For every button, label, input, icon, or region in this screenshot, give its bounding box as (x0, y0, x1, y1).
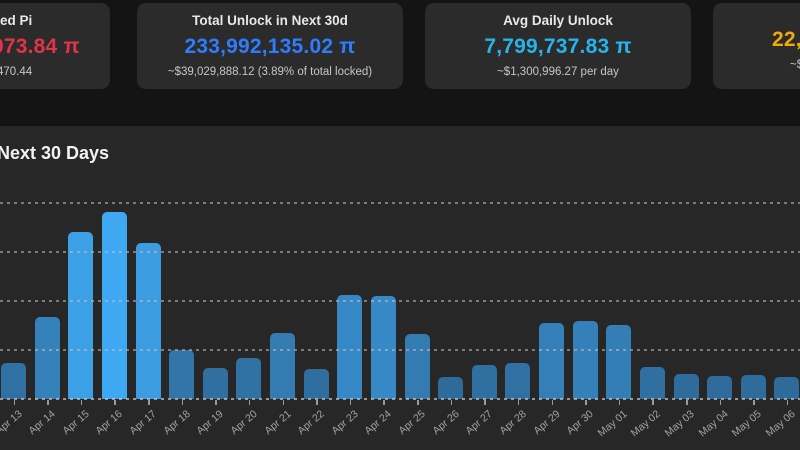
stat-card-value: 233,992,135.02 π (184, 35, 356, 58)
x-axis-label: Apr 28 (497, 408, 529, 438)
unlock-schedule-chart-panel: Next 30 Days Apr 13 Apr 14 Apr 15 Apr 16 Apr… (0, 126, 800, 450)
bar-apr-30[interactable] (572, 320, 598, 399)
bar-may-01[interactable] (606, 324, 632, 399)
bar-apr-15[interactable] (68, 232, 94, 399)
x-axis-label: Apr 14 (26, 408, 58, 438)
bar-apr-18[interactable] (169, 350, 195, 399)
bar-apr-26[interactable] (438, 377, 464, 399)
bar-apr-25[interactable] (404, 334, 430, 399)
x-axis-label: Apr 22 (295, 408, 327, 438)
x-axis-tick (484, 400, 486, 405)
x-axis-label: Apr 20 (228, 408, 260, 438)
x-axis-label: May 04 (696, 408, 731, 440)
x-axis-label: Apr 26 (429, 408, 462, 438)
x-axis-tick (114, 400, 116, 405)
x-axis-label: Apr 30 (564, 408, 596, 438)
x-axis-tick (80, 400, 83, 405)
gridline (0, 300, 800, 302)
x-axis-label: Apr 13 (0, 408, 25, 438)
stat-card-value: 073.84 π (0, 35, 80, 58)
x-axis-tick (47, 400, 49, 405)
stat-card-value: 7,799,737.83 π (484, 35, 632, 58)
stat-card-title: Total Unlock in Next 30d (192, 13, 348, 28)
x-axis-line (0, 398, 800, 400)
stat-card-subtext: 470.44 (0, 66, 33, 78)
gridline (0, 202, 800, 204)
bar-may-03[interactable] (673, 373, 699, 399)
x-axis-tick (383, 400, 385, 405)
x-axis-tick (215, 400, 217, 405)
x-axis-label: May 03 (662, 408, 697, 440)
x-axis-tick (282, 400, 285, 405)
stat-card-subtext: ~$39,029,888.12 (3.89% of total locked) (167, 66, 373, 78)
gridline (0, 349, 800, 351)
x-axis-tick (517, 400, 520, 405)
x-axis-label: May 05 (729, 408, 765, 440)
x-axis-tick (316, 400, 318, 405)
x-axis-tick (450, 400, 453, 405)
stat-card-subtext: ~$ (790, 58, 800, 71)
x-axis-tick (349, 400, 352, 405)
stat-card-locked-pi: ed Pi 073.84 π 470.44 (0, 3, 110, 89)
stat-card-value: 22, (772, 27, 800, 51)
x-axis-tick (181, 400, 184, 405)
x-axis-label: Apr 27 (463, 408, 496, 438)
stat-card-total-unlock-30d: Total Unlock in Next 30d 233,992,135.02 … (137, 3, 403, 89)
x-axis-label: Apr 16 (93, 408, 126, 438)
x-axis-label: May 01 (595, 408, 630, 440)
chart-title: Next 30 Days (0, 143, 110, 163)
x-axis-tick (753, 400, 755, 405)
x-axis-tick (585, 400, 587, 405)
x-axis-tick (686, 400, 688, 405)
x-axis-label: May 06 (763, 408, 798, 440)
bar-apr-16[interactable] (101, 211, 127, 399)
x-axis-tick (618, 400, 621, 405)
bar-apr-19[interactable] (202, 367, 228, 399)
x-axis-tick (148, 400, 150, 405)
bar-apr-17[interactable] (135, 243, 161, 399)
stat-card-avg-daily-unlock: Avg Daily Unlock 7,799,737.83 π ~$1,300,… (425, 3, 691, 89)
stat-card-subtext: ~$1,300,996.27 per day (497, 66, 619, 78)
x-axis-tick (13, 400, 15, 405)
bar-apr-27[interactable] (471, 364, 497, 399)
bar-may-04[interactable] (707, 376, 733, 399)
stat-card-title: Avg Daily Unlock (503, 13, 613, 28)
x-axis-tick (786, 400, 789, 405)
x-axis-label: Apr 25 (396, 408, 428, 438)
gridline (0, 251, 800, 253)
x-axis-label: Apr 23 (329, 408, 361, 438)
bar-may-06[interactable] (774, 377, 800, 399)
bar-apr-23[interactable] (337, 295, 363, 399)
x-axis-tick (551, 400, 554, 405)
stat-card-right-partial: 22, ~$ (713, 3, 800, 89)
bar-may-05[interactable] (740, 375, 766, 399)
x-axis-label: Apr 19 (194, 408, 226, 438)
x-axis-tick (248, 400, 251, 405)
bar-apr-20[interactable] (236, 357, 262, 399)
x-axis-tick (652, 400, 654, 405)
bar-may-02[interactable] (639, 366, 665, 399)
x-axis-label: Apr 29 (530, 408, 563, 438)
bar-apr-21[interactable] (270, 333, 296, 399)
x-axis-tick (417, 400, 419, 405)
x-axis-label: Apr 18 (160, 408, 193, 438)
bar-apr-28[interactable] (505, 362, 531, 399)
bar-apr-24[interactable] (370, 296, 396, 399)
bar-apr-29[interactable] (539, 322, 565, 399)
x-axis-label: May 02 (629, 408, 664, 440)
bar-apr-13[interactable] (1, 362, 26, 399)
x-axis-tick (719, 400, 722, 405)
bar-apr-14[interactable] (34, 316, 60, 399)
x-axis-label: Apr 17 (127, 408, 159, 438)
bar-apr-22[interactable] (303, 368, 329, 399)
x-axis-label: Apr 15 (60, 408, 92, 438)
stat-card-title: ed Pi (0, 13, 33, 28)
x-axis-label: Apr 24 (362, 408, 395, 438)
x-axis-label: Apr 21 (261, 408, 294, 438)
